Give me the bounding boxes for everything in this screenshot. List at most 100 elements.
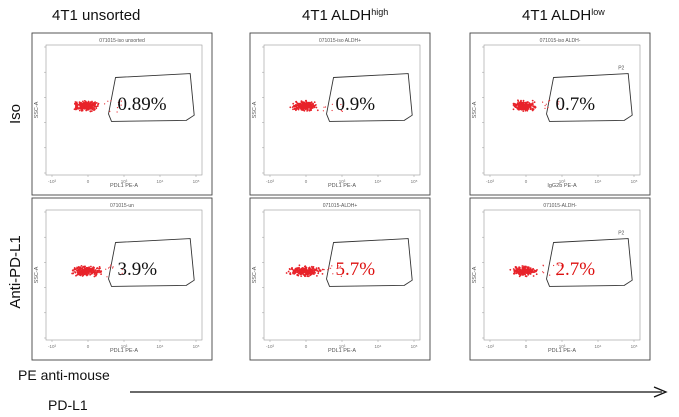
event-dot: [76, 269, 78, 272]
event-dot: [78, 274, 81, 276]
event-cluster: [512, 99, 561, 112]
event-dot: [298, 268, 301, 270]
gate-percentage-label: 5.7%: [336, 259, 376, 280]
event-dot: [89, 110, 92, 113]
event-dot-sparse: [544, 105, 546, 107]
event-dot: [312, 266, 315, 268]
column-header-aldh-low: 4T1 ALDHlow: [522, 7, 605, 24]
event-dot: [300, 108, 303, 111]
event-dot-sparse: [118, 104, 120, 106]
event-dot-sparse: [109, 110, 111, 112]
x-tick-label: 10³: [121, 344, 128, 349]
event-dot: [525, 275, 528, 278]
gate-percentage-label: 3.9%: [118, 259, 158, 280]
event-dot-sparse: [120, 100, 122, 102]
event-dot: [530, 107, 532, 110]
event-dot: [98, 266, 101, 268]
event-dot-sparse: [331, 103, 333, 105]
event-dot: [294, 107, 296, 110]
event-dot: [84, 103, 86, 106]
x-tick-label: 10⁵: [411, 344, 418, 349]
event-dot: [527, 270, 530, 273]
event-dot: [527, 106, 530, 109]
event-dot: [516, 106, 518, 109]
event-dot: [78, 269, 80, 272]
event-dot: [305, 270, 307, 273]
event-dot: [526, 104, 529, 107]
event-dot: [513, 269, 516, 271]
event-dot: [303, 106, 306, 108]
event-dot: [522, 271, 525, 274]
column-header-unsorted: 4T1 unsorted: [52, 7, 140, 24]
event-dot: [80, 272, 83, 274]
event-dot: [529, 105, 532, 108]
panel-4: 071015-ALDH+ SSC-A -10³ 0 10³ 10⁴ 10⁵ PDL1 PE-A…: [249, 197, 431, 361]
event-dot: [95, 105, 97, 108]
event-dot: [509, 268, 512, 271]
event-dot: [533, 101, 536, 104]
event-dot: [86, 274, 88, 277]
y-axis-label: SSC-A: [472, 101, 478, 118]
event-dot: [74, 107, 77, 110]
event-dot: [525, 104, 527, 107]
event-dot: [304, 265, 307, 268]
event-dot: [289, 272, 292, 274]
panel-frame: [469, 32, 651, 196]
gate-percentage-label: 0.7%: [556, 94, 596, 115]
event-dot: [94, 108, 96, 111]
event-cluster: [73, 100, 122, 113]
event-dot: [307, 275, 310, 278]
x-tick-label: 10³: [559, 179, 566, 184]
event-dot: [295, 101, 297, 103]
event-dot-sparse: [549, 99, 551, 101]
event-dot: [513, 272, 516, 275]
event-dot: [79, 107, 82, 110]
event-dot: [297, 271, 299, 273]
event-dot: [93, 268, 95, 270]
event-dot: [307, 108, 309, 111]
event-dot: [307, 107, 309, 109]
event-dot: [297, 106, 300, 108]
event-dot: [525, 101, 528, 104]
gate-polygon: [546, 238, 633, 287]
event-dot: [512, 108, 515, 111]
event-dot: [297, 272, 300, 275]
event-dot-sparse: [106, 276, 108, 278]
event-dot: [521, 273, 523, 276]
event-dot-sparse: [117, 101, 119, 104]
x-tick-label: 10⁴: [157, 344, 164, 349]
event-dot-sparse: [327, 269, 329, 271]
event-dot: [95, 107, 98, 110]
event-dot: [87, 272, 89, 274]
event-dot-sparse: [548, 100, 550, 102]
event-dot: [514, 266, 517, 268]
event-dot: [80, 102, 83, 105]
event-dot: [77, 107, 80, 110]
event-dot-sparse: [324, 106, 327, 108]
event-dot: [85, 270, 88, 273]
event-dot: [535, 273, 538, 276]
x-tick-label: 10³: [121, 179, 128, 184]
event-dot: [315, 268, 318, 270]
x-tick-label: 0: [305, 179, 308, 184]
event-dot-sparse: [330, 267, 332, 269]
x-axis-arrow-head: [653, 386, 668, 398]
event-dot-sparse: [323, 269, 325, 271]
event-dot: [525, 270, 528, 273]
event-dot: [529, 269, 531, 271]
panel-title: 071015-iso ALDH-: [540, 38, 581, 44]
event-dot: [289, 268, 291, 271]
panel-1: 071015-iso ALDH+ SSC-A -10³ 0 10³ 10⁴ 10⁵ PDL1 …: [249, 32, 431, 196]
event-dot: [524, 273, 526, 275]
event-dot: [300, 103, 303, 106]
event-dot: [300, 275, 303, 277]
event-dot: [524, 265, 527, 268]
x-tick-label: 10⁵: [193, 344, 200, 349]
event-dot-sparse: [121, 272, 123, 274]
column-header-aldh-high: 4T1 ALDHhigh: [302, 7, 388, 24]
event-dot: [295, 108, 298, 110]
event-dot: [94, 274, 97, 277]
event-dot-sparse: [110, 100, 112, 102]
event-dot: [95, 102, 98, 104]
event-dot: [93, 107, 95, 110]
